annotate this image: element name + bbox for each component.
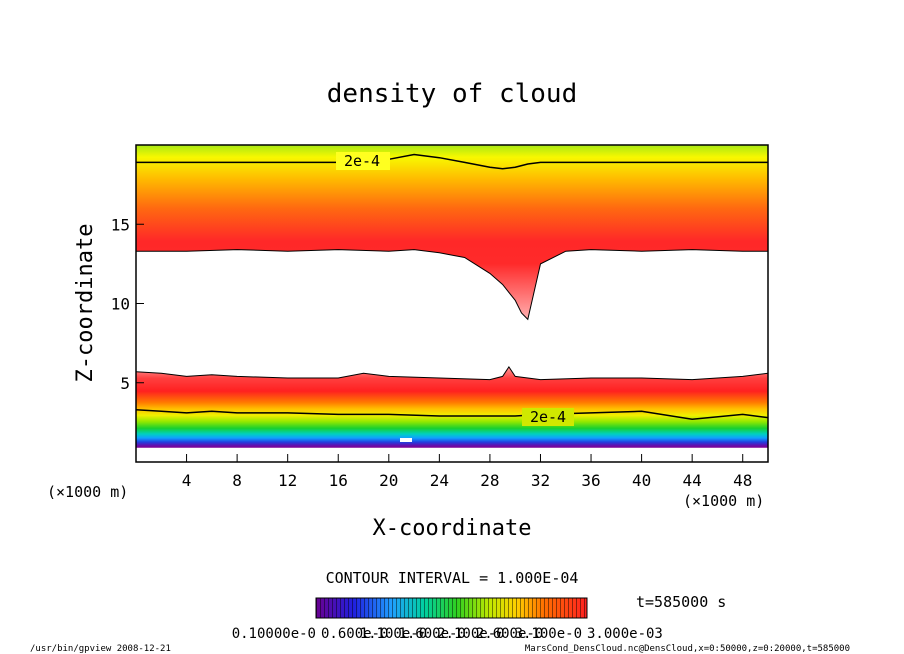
- colorbar-frame: [315, 597, 588, 619]
- colorbar-label: 1.100e-0: [360, 626, 427, 642]
- colorbar-label: 0.10000e-0: [232, 626, 316, 642]
- upper-contour-label: 2e-4: [344, 152, 380, 170]
- y-tick-label: 15: [111, 215, 130, 234]
- lower-cloud-layer: [136, 366, 768, 448]
- colorbar-label: 2.600e-0: [476, 626, 543, 642]
- footer-left: /usr/bin/gpview 2008-12-21: [30, 644, 171, 654]
- x-tick-label: 36: [581, 471, 600, 490]
- upper-contour-2e-4: [136, 153, 768, 170]
- upper-layer-edge: [136, 249, 768, 321]
- y-axis-label: Z-coordinate: [73, 224, 98, 383]
- lower-contour-2e-4: [136, 408, 768, 420]
- x-tick-label: 44: [683, 471, 702, 490]
- x-tick-label: 4: [182, 471, 192, 490]
- x-tick-label: 28: [480, 471, 499, 490]
- colorbar-labels: 0.10000e-0 0.600e-01.100e-01.600e-02.100e…: [232, 626, 663, 642]
- y-axis-ticks: 5 10 15: [111, 215, 144, 393]
- footer-right: MarsCond_DensCloud.nc@DensCloud,x=0:5000…: [525, 644, 850, 654]
- colorbar-label: 0.600e-0: [321, 626, 388, 642]
- time-label: t=585000 s: [636, 593, 726, 611]
- lower-contour-label-bg: [522, 408, 574, 426]
- x-unit-right: (×1000 m): [683, 492, 764, 510]
- x-tick-label: 32: [531, 471, 550, 490]
- y-tick-label: 10: [111, 295, 130, 314]
- x-tick-label: 40: [632, 471, 651, 490]
- y-tick-label: 5: [120, 374, 130, 393]
- plot-area: [136, 145, 768, 448]
- contour-interval-text: CONTOUR INTERVAL = 1.000E-04: [326, 569, 579, 587]
- x-tick-label: 20: [379, 471, 398, 490]
- lower-contour-label: 2e-4: [530, 408, 566, 426]
- x-tick-label: 24: [430, 471, 449, 490]
- upper-contour-label-bg: [336, 152, 390, 170]
- lower-layer-edge: [136, 365, 768, 381]
- x-unit-left: (×1000 m): [47, 483, 128, 501]
- x-tick-label: 16: [329, 471, 348, 490]
- colorbar-label: 3.100e-0: [515, 626, 582, 642]
- colorbar-stripes: [316, 598, 587, 618]
- x-tick-label: 48: [733, 471, 752, 490]
- x-axis-ticks: 4 8 12 16 20 24 28 32 36 40 44 48: [182, 454, 752, 490]
- colorbar-label: 3.000e-03: [587, 626, 663, 642]
- chart-title: density of cloud: [327, 79, 577, 109]
- colorbar-label: 1.600e-0: [398, 626, 465, 642]
- x-tick-label: 12: [278, 471, 297, 490]
- small-gap-marker: [400, 438, 412, 442]
- colorbar-label: 2.100e-0: [437, 626, 504, 642]
- x-axis-label: X-coordinate: [373, 516, 532, 541]
- x-tick-label: 8: [232, 471, 242, 490]
- upper-cloud-layer: [136, 145, 768, 320]
